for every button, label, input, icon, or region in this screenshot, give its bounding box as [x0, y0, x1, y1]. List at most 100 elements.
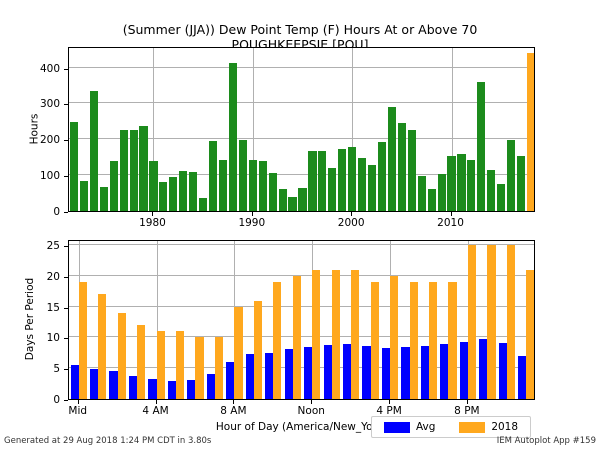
annual-bar: [358, 158, 367, 211]
annual-bar: [248, 160, 257, 211]
gridline-horizontal: [69, 305, 534, 307]
year-2018-bar: [312, 269, 321, 399]
legend-swatch-avg: [383, 421, 410, 433]
annual-bar: [69, 121, 79, 211]
annual-bar: [308, 151, 317, 211]
year-2018-bar: [390, 275, 399, 399]
y-axis-tick-mark: [64, 176, 68, 178]
x-axis-tick-mark: [389, 400, 391, 404]
annual-bar: [258, 161, 267, 211]
gridline-horizontal: [69, 336, 534, 338]
year-2018-bar: [351, 269, 360, 399]
avg-bar: [420, 346, 429, 399]
annual-bar: [507, 139, 516, 211]
x-axis-tick-mark: [233, 400, 235, 404]
avg-bar: [323, 344, 332, 399]
annual-bar: [487, 170, 496, 211]
annual-bar: [417, 175, 426, 211]
avg-bar: [90, 368, 99, 399]
avg-bar: [518, 355, 527, 399]
y-axis-tick-label: 15: [46, 301, 60, 314]
annual-bar: [238, 139, 247, 211]
year-2018-bar: [487, 245, 496, 399]
gridline-horizontal: [69, 138, 534, 140]
avg-bar: [440, 344, 449, 399]
annual-bar: [139, 125, 148, 211]
annual-bar: [447, 156, 456, 211]
annual-bar: [348, 146, 357, 211]
year-2018-bar: [526, 269, 534, 399]
x-axis-tick-mark: [152, 212, 154, 216]
annual-bar: [129, 129, 138, 211]
hour-of-day-y-axis-label: Days Per Period: [24, 277, 36, 361]
x-axis-tick-label: 4 AM: [142, 405, 169, 417]
year-2018-bar: [428, 282, 438, 399]
x-axis-tick-label: 8 AM: [220, 405, 247, 417]
avg-bar: [206, 373, 215, 399]
y-axis-tick-mark: [64, 212, 68, 213]
annual-bar: [179, 170, 188, 211]
x-axis-tick-label: 1990: [238, 217, 266, 229]
annual-bar: [387, 106, 396, 211]
annual-bar: [119, 129, 128, 211]
annual-bar: [318, 150, 327, 211]
annual-bar: [288, 197, 297, 211]
year-2018-bar: [467, 245, 477, 399]
annual-hours-chart: [68, 47, 535, 212]
annual-bar: [149, 160, 158, 211]
y-axis-tick-label: 5: [53, 363, 60, 376]
year-2018-bar: [331, 269, 340, 399]
avg-bar: [167, 380, 177, 399]
annual-bar: [209, 140, 218, 211]
y-axis-tick-mark: [64, 246, 68, 248]
y-axis-tick-label: 20: [46, 270, 60, 283]
x-axis-tick-mark: [351, 212, 353, 216]
x-axis-tick-mark: [77, 400, 79, 404]
gridline-horizontal: [69, 102, 534, 104]
y-axis-tick-mark: [64, 369, 68, 371]
y-axis-tick-mark: [64, 307, 68, 309]
annual-hours-plot-area: [69, 48, 534, 211]
annual-bar: [278, 188, 287, 211]
x-axis-tick-label: 2010: [437, 217, 464, 229]
annual-bar: [189, 171, 198, 211]
avg-bar: [226, 362, 235, 399]
title-line-1: (Summer (JJA)) Dew Point Temp (F) Hours …: [122, 22, 478, 37]
annual-bar: [367, 165, 377, 211]
annual-bar: [79, 181, 88, 211]
gridline-vertical: [451, 48, 453, 211]
annual-bar: [497, 183, 506, 211]
annual-bar: [377, 142, 387, 211]
legend-label-avg: Avg: [415, 421, 436, 433]
y-axis-tick-mark: [64, 276, 68, 278]
gridline-horizontal: [69, 174, 534, 176]
gridline-vertical: [252, 48, 254, 211]
annual-bar: [159, 181, 168, 211]
y-axis-tick-label: 0: [53, 394, 60, 406]
y-axis-tick-label: 200: [39, 134, 60, 147]
annual-bar: [99, 186, 108, 211]
y-axis-tick-label: 300: [39, 98, 60, 111]
year-2018-bar: [117, 312, 126, 399]
legend-item-avg: Avg: [383, 421, 436, 433]
annual-bar: [517, 156, 526, 211]
x-axis-tick-mark: [466, 400, 468, 404]
annual-bar: [467, 159, 476, 211]
year-2018-bar: [253, 300, 263, 399]
x-axis-tick-mark: [251, 212, 253, 216]
y-axis-tick-mark: [64, 400, 68, 401]
x-axis-tick-label: 4 PM: [376, 405, 402, 417]
y-axis-tick-label: 400: [39, 62, 60, 75]
year-2018-bar: [409, 282, 418, 399]
avg-bar: [284, 349, 293, 399]
avg-bar: [362, 346, 371, 399]
gridline-horizontal: [69, 244, 534, 246]
annual-bar: [218, 159, 228, 211]
avg-bar: [70, 364, 79, 399]
year-2018-bar: [448, 282, 457, 399]
avg-bar: [401, 346, 410, 399]
annual-bar: [526, 53, 534, 211]
annual-bar: [397, 123, 406, 211]
legend-label-2018: 2018: [491, 421, 519, 433]
